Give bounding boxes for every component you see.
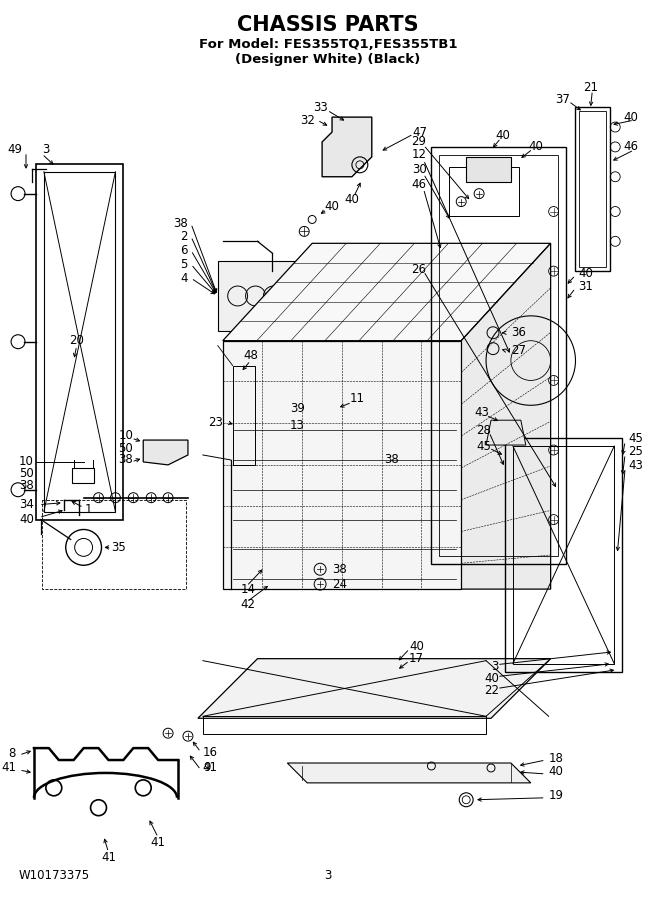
Text: 50: 50 xyxy=(119,442,133,454)
Text: 40: 40 xyxy=(528,140,543,153)
Text: 38: 38 xyxy=(384,454,399,466)
Polygon shape xyxy=(143,440,188,465)
Text: 3: 3 xyxy=(325,868,332,882)
Text: 33: 33 xyxy=(313,101,327,113)
Text: 45: 45 xyxy=(476,439,491,453)
Text: 21: 21 xyxy=(583,81,598,94)
Text: 17: 17 xyxy=(409,652,424,665)
Text: W10173375: W10173375 xyxy=(19,868,90,882)
Bar xyxy=(432,147,565,564)
Text: 48: 48 xyxy=(243,349,258,362)
Text: 34: 34 xyxy=(19,499,34,511)
Text: 40: 40 xyxy=(549,765,563,778)
Text: 11: 11 xyxy=(349,392,364,405)
Text: 50: 50 xyxy=(19,467,34,481)
Text: 46: 46 xyxy=(623,140,638,153)
Text: 40: 40 xyxy=(484,672,499,685)
Text: 41: 41 xyxy=(203,761,218,775)
Bar xyxy=(72,468,93,482)
Text: 27: 27 xyxy=(511,344,526,357)
Text: 2: 2 xyxy=(181,230,188,243)
Text: 41: 41 xyxy=(1,761,16,775)
Text: 41: 41 xyxy=(101,850,116,864)
Text: 31: 31 xyxy=(578,280,593,292)
Text: 43: 43 xyxy=(474,406,489,419)
Text: 30: 30 xyxy=(411,163,426,176)
Text: 47: 47 xyxy=(412,125,427,139)
Text: 35: 35 xyxy=(111,541,126,554)
Polygon shape xyxy=(322,117,372,176)
Text: 5: 5 xyxy=(181,257,188,271)
Text: 4: 4 xyxy=(181,272,188,284)
Text: 8: 8 xyxy=(8,747,16,760)
Text: 38: 38 xyxy=(332,562,347,576)
Text: 25: 25 xyxy=(628,446,643,458)
Text: 41: 41 xyxy=(151,836,166,849)
Text: 43: 43 xyxy=(628,459,643,472)
Text: 36: 36 xyxy=(511,326,526,339)
Bar xyxy=(44,172,115,511)
Text: 40: 40 xyxy=(344,194,359,206)
Polygon shape xyxy=(461,243,551,590)
Bar xyxy=(439,155,557,556)
Text: CHASSIS PARTS: CHASSIS PARTS xyxy=(237,14,419,35)
Text: 18: 18 xyxy=(549,752,563,764)
Text: 22: 22 xyxy=(484,684,499,697)
Text: 26: 26 xyxy=(411,263,426,275)
Bar xyxy=(505,438,622,671)
Text: 40: 40 xyxy=(623,111,638,123)
Bar xyxy=(42,500,186,590)
Text: 40: 40 xyxy=(409,640,424,653)
Bar xyxy=(580,112,606,267)
Bar xyxy=(233,365,254,465)
Text: 40: 40 xyxy=(19,513,34,526)
Text: 24: 24 xyxy=(332,578,347,590)
Text: 42: 42 xyxy=(241,598,256,610)
Text: 37: 37 xyxy=(556,93,570,105)
Polygon shape xyxy=(466,157,511,182)
Bar xyxy=(576,107,610,271)
Bar xyxy=(36,164,123,519)
Text: 10: 10 xyxy=(19,455,34,468)
Text: 46: 46 xyxy=(411,178,426,191)
Text: 29: 29 xyxy=(411,136,426,149)
Text: 40: 40 xyxy=(325,200,340,213)
Text: 13: 13 xyxy=(290,418,304,432)
Bar xyxy=(449,166,519,217)
Text: 45: 45 xyxy=(628,432,643,445)
Text: 32: 32 xyxy=(300,113,315,127)
Text: 6: 6 xyxy=(181,244,188,256)
Polygon shape xyxy=(198,659,551,718)
Text: 28: 28 xyxy=(476,424,491,436)
Text: 40: 40 xyxy=(578,266,593,280)
Text: 14: 14 xyxy=(241,582,256,596)
Text: 9: 9 xyxy=(203,761,211,775)
Bar xyxy=(513,446,614,663)
Text: 38: 38 xyxy=(173,217,188,230)
Text: 19: 19 xyxy=(549,789,564,802)
Polygon shape xyxy=(288,763,531,783)
Text: 38: 38 xyxy=(119,454,133,466)
Text: 49: 49 xyxy=(7,143,22,157)
Text: 3: 3 xyxy=(42,143,50,157)
Text: 16: 16 xyxy=(203,745,218,759)
Text: For Model: FES355TQ1,FES355TB1: For Model: FES355TQ1,FES355TB1 xyxy=(199,38,457,51)
Text: (Designer White) (Black): (Designer White) (Black) xyxy=(235,53,421,66)
Polygon shape xyxy=(486,420,526,445)
Text: 40: 40 xyxy=(496,129,511,141)
Bar xyxy=(203,716,486,734)
Bar xyxy=(223,341,461,590)
Bar xyxy=(218,261,322,331)
Text: 3: 3 xyxy=(492,660,499,673)
Text: 1: 1 xyxy=(85,503,93,516)
Text: 12: 12 xyxy=(411,148,426,161)
Text: 23: 23 xyxy=(208,416,223,428)
Text: 38: 38 xyxy=(19,480,34,492)
Text: 10: 10 xyxy=(119,428,133,442)
Text: 20: 20 xyxy=(69,334,84,347)
Polygon shape xyxy=(223,243,551,341)
Text: 39: 39 xyxy=(290,401,304,415)
